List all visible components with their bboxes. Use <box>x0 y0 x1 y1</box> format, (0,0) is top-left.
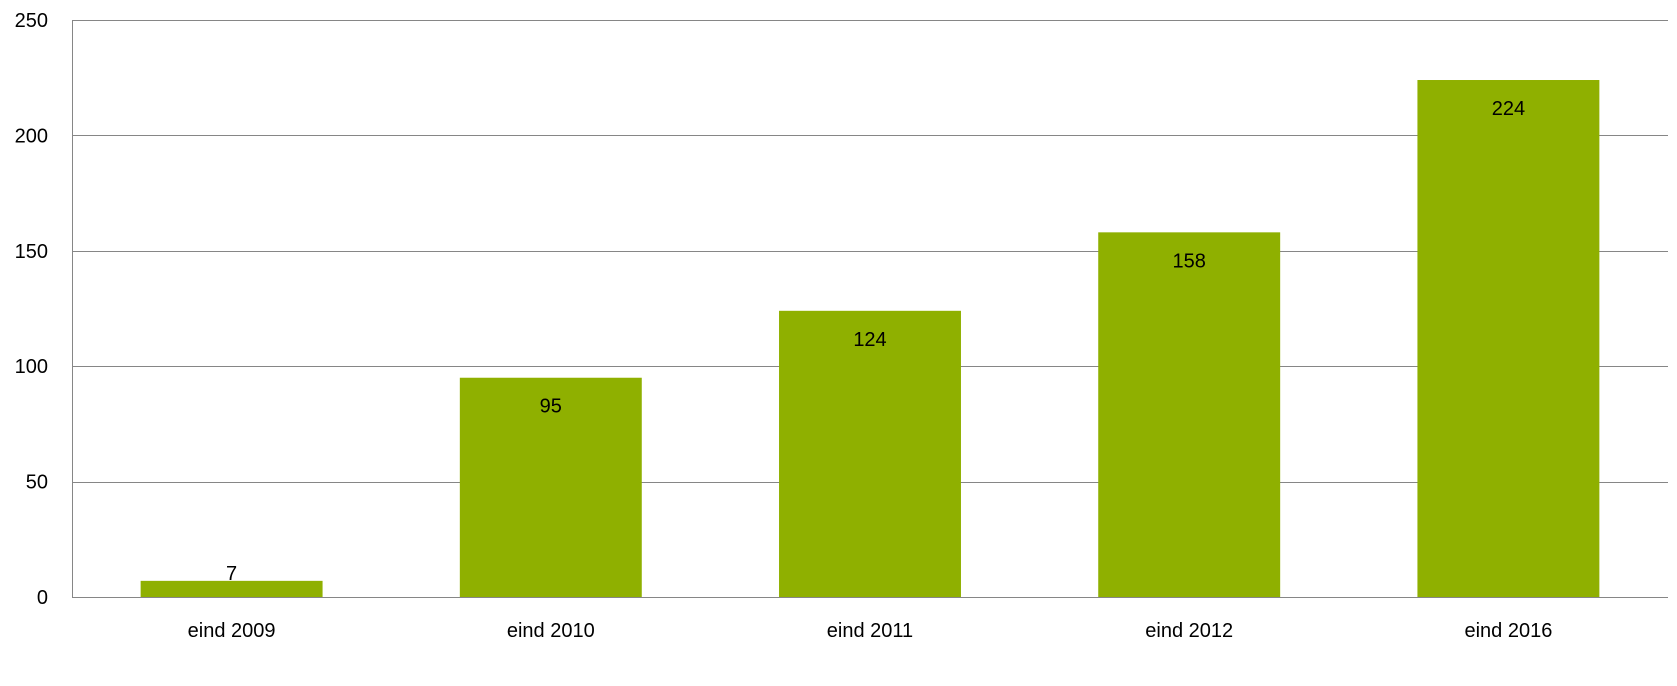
y-tick-label-4: 200 <box>15 125 48 147</box>
data-label-4: 224 <box>1492 98 1525 120</box>
data-label-3: 158 <box>1173 250 1206 272</box>
bar-1 <box>459 377 642 597</box>
bar-3 <box>1098 232 1281 597</box>
bar-0 <box>140 580 323 597</box>
y-tick-label-2: 100 <box>15 356 48 378</box>
y-tick-label-1: 50 <box>26 472 48 494</box>
y-tick-label-3: 150 <box>15 241 48 263</box>
x-tick-label-1: eind 2010 <box>507 620 595 642</box>
y-tick-label-5: 250 <box>15 10 48 32</box>
bar-2 <box>779 310 961 597</box>
x-tick-label-3: eind 2012 <box>1145 620 1233 642</box>
x-axis-tick-labels: eind 2009 eind 2010 eind 2011 eind 2012 eind… <box>188 620 1553 642</box>
data-labels: 7 95 124 158 224 <box>226 98 1525 585</box>
x-tick-label-2: eind 2011 <box>827 620 913 642</box>
x-tick-label-0: eind 2009 <box>188 620 276 642</box>
data-label-2: 124 <box>853 329 886 351</box>
bar-4 <box>1417 80 1600 598</box>
y-axis-tick-labels: 0 50 100 150 200 250 <box>15 10 48 609</box>
data-label-1: 95 <box>540 396 562 418</box>
y-tick-label-0: 0 <box>37 587 48 609</box>
bars <box>140 80 1600 598</box>
data-label-0: 7 <box>226 563 237 585</box>
x-tick-label-4: eind 2016 <box>1464 620 1552 642</box>
